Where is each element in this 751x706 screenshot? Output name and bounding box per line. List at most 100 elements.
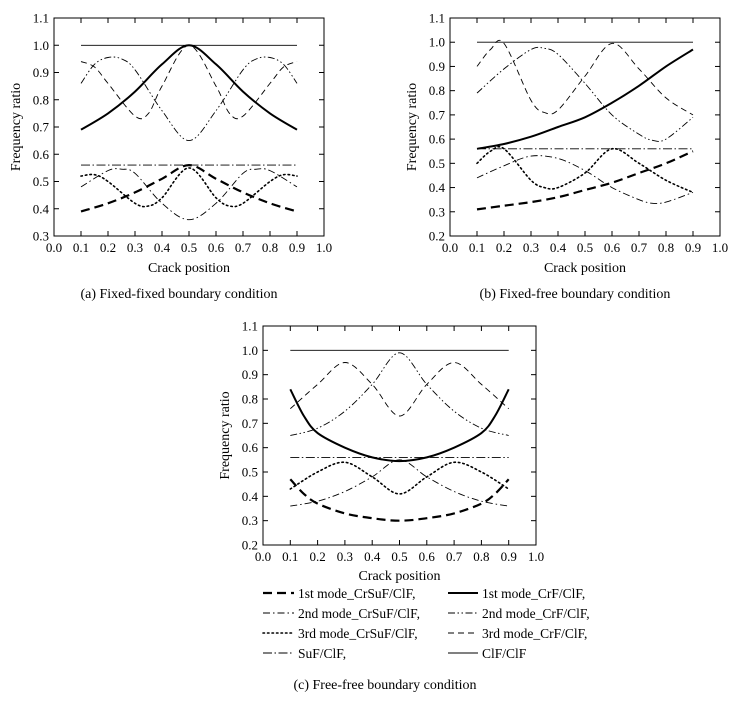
series-line-dash-long [289, 478, 510, 522]
chart-panels: 0.0 0.1 0.2 0.3 0.4 0.5 0.6 0.7 0.8 0.9 1.00.30.40… [9, 11, 728, 694]
y-tick-label: 0.8 [429, 83, 445, 98]
x-tick-label: 0.6 [604, 240, 621, 255]
panel-caption: (a) Fixed-fixed boundary condition [80, 287, 277, 302]
x-tick-label: 1.0 [316, 240, 332, 255]
y-tick-label: 1.0 [242, 343, 258, 358]
panel-caption: (b) Fixed-free boundary condition [480, 287, 671, 302]
y-tick-label: 0.8 [242, 392, 258, 407]
panel-caption: (c) Free-free boundary condition [293, 678, 476, 693]
y-tick-label: 0.6 [33, 147, 50, 162]
x-tick-label: 0.5 [181, 240, 197, 255]
x-tick-label: 0.6 [208, 240, 225, 255]
legend-label: 3rd mode_CrF/ClF, [482, 626, 587, 641]
x-tick-label: 0.0 [255, 549, 271, 564]
y-axis-label: Frequency ratio [9, 83, 24, 171]
y-tick-label: 0.7 [429, 107, 446, 122]
legend-label: 2nd mode_CrSuF/ClF, [298, 606, 420, 621]
x-tick-label: 0.1 [73, 240, 89, 255]
x-tick-label: 0.5 [577, 240, 593, 255]
series-line-dash-long [476, 150, 694, 211]
y-tick-label: 0.3 [429, 204, 445, 219]
x-tick-label: 0.4 [154, 240, 171, 255]
series-line-dash-short [290, 362, 509, 417]
chart-panel-2: 0.0 0.1 0.2 0.3 0.4 0.5 0.6 0.7 0.8 0.9 1.0 0.2 0.3 0… [218, 319, 544, 694]
x-tick-label: 0.1 [282, 549, 298, 564]
x-tick-label: 0.4 [364, 549, 381, 564]
chart-panel-0: 0.0 0.1 0.2 0.3 0.4 0.5 0.6 0.7 0.8 0.9 1.0 0.3 0.4 0… [9, 11, 332, 303]
legend-label: 1st mode_CrSuF/ClF, [298, 586, 415, 601]
y-tick-label: 0.6 [242, 440, 259, 455]
y-tick-label: 0.7 [33, 120, 50, 135]
x-tick-label: 0.2 [496, 240, 512, 255]
y-tick-label: 0.6 [429, 132, 446, 147]
y-tick-label: 0.5 [33, 174, 49, 189]
x-tick-label: 0.3 [127, 240, 143, 255]
y-tick-label: 0.3 [33, 229, 49, 244]
plot-frame [53, 17, 325, 237]
series-line-dash-short [476, 39, 694, 116]
series-line-dashdot [476, 155, 694, 205]
series-line-dashdot [290, 459, 509, 507]
plot-frame [262, 325, 537, 546]
y-tick-label: 1.1 [242, 319, 258, 334]
y-tick-label: 0.3 [242, 513, 258, 528]
y-tick-label: 0.9 [429, 59, 445, 74]
plot-frame [449, 17, 721, 237]
x-tick-label: 0.6 [419, 549, 436, 564]
x-tick-label: 0.3 [337, 549, 353, 564]
x-axis-label: Crack position [148, 261, 230, 276]
y-tick-label: 0.2 [429, 229, 445, 244]
legend-label: 2nd mode_CrF/ClF, [482, 606, 590, 621]
y-tick-label: 0.4 [242, 489, 259, 504]
chart-panel-1: 0.0 0.1 0.2 0.3 0.4 0.5 0.6 0.7 0.8 0.9 1.0 0.2 0.3 0… [405, 11, 728, 303]
y-tick-label: 0.4 [33, 201, 50, 216]
legend-label: SuF/ClF, [298, 646, 346, 661]
x-tick-label: 0.2 [309, 549, 325, 564]
series-line-dotted [80, 167, 298, 208]
x-axis-label: Crack position [544, 261, 626, 276]
x-tick-label: 1.0 [528, 549, 544, 564]
y-tick-label: 0.4 [429, 180, 446, 195]
y-axis-label: Frequency ratio [218, 391, 233, 479]
x-tick-label: 0.9 [289, 240, 305, 255]
x-tick-label: 0.2 [100, 240, 116, 255]
y-tick-label: 0.9 [242, 367, 258, 382]
x-tick-label: 0.8 [473, 549, 489, 564]
x-axis-label: Crack position [358, 569, 440, 584]
legend-label: ClF/ClF [482, 646, 527, 661]
series-line-dotted [289, 461, 510, 495]
y-tick-label: 0.5 [429, 156, 445, 171]
x-tick-label: 0.5 [391, 549, 407, 564]
y-tick-label: 0.5 [242, 465, 258, 480]
x-tick-label: 0.4 [550, 240, 567, 255]
x-tick-label: 0.3 [523, 240, 539, 255]
x-tick-label: 0.7 [446, 549, 463, 564]
series-line-solid-thick [80, 44, 298, 131]
series-line-solid-thick [289, 388, 510, 463]
series-line-dashdotdot [476, 46, 694, 142]
legend-label: 3rd mode_CrSuF/ClF, [298, 626, 418, 641]
x-tick-label: 0.7 [631, 240, 648, 255]
y-tick-label: 1.1 [429, 11, 445, 26]
series-line-solid-thick [476, 48, 694, 150]
y-tick-label: 1.1 [33, 11, 49, 26]
series-line-dashdot [80, 168, 298, 221]
y-axis-label: Frequency ratio [405, 83, 420, 171]
y-tick-label: 0.7 [242, 416, 259, 431]
x-tick-label: 0.9 [501, 549, 517, 564]
x-tick-label: 0.9 [685, 240, 701, 255]
series-line-dashdotdot [290, 352, 509, 436]
x-tick-label: 0.8 [262, 240, 278, 255]
y-tick-label: 0.2 [242, 538, 258, 553]
series-line-dotted [476, 146, 694, 194]
x-tick-label: 0.8 [658, 240, 674, 255]
x-tick-label: 0.0 [442, 240, 458, 255]
series-line-dashdotdot [80, 56, 298, 142]
y-tick-label: 0.8 [33, 92, 49, 107]
y-tick-label: 1.0 [429, 35, 445, 50]
x-tick-label: 1.0 [712, 240, 728, 255]
x-tick-label: 0.1 [469, 240, 485, 255]
legend-label: 1st mode_CrF/ClF, [482, 586, 585, 601]
y-tick-label: 0.9 [33, 65, 49, 80]
